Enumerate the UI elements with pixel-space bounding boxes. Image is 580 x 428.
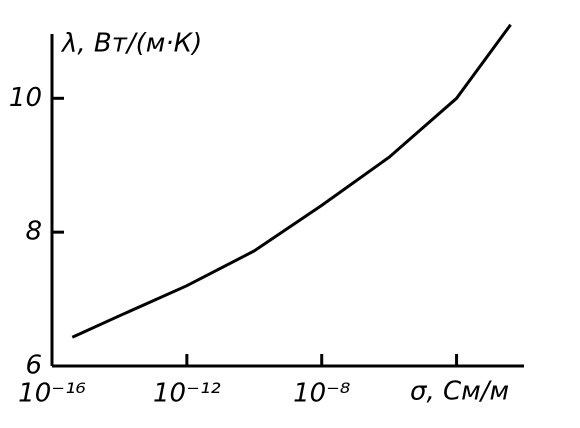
- x-tick-label: 10⁻¹²: [153, 379, 221, 409]
- x-tick-label: 10⁻¹⁶: [18, 379, 86, 409]
- y-tick-label: 8: [25, 217, 42, 247]
- y-tick-label: 6: [25, 351, 42, 381]
- y-tick-label: 10: [9, 83, 42, 113]
- x-axis-label: σ, См/м: [410, 377, 509, 407]
- line: [71, 23, 512, 339]
- y-axis-label: λ, Вт/(м·К): [60, 29, 202, 59]
- x-tick-label: 10⁻⁸: [293, 379, 350, 409]
